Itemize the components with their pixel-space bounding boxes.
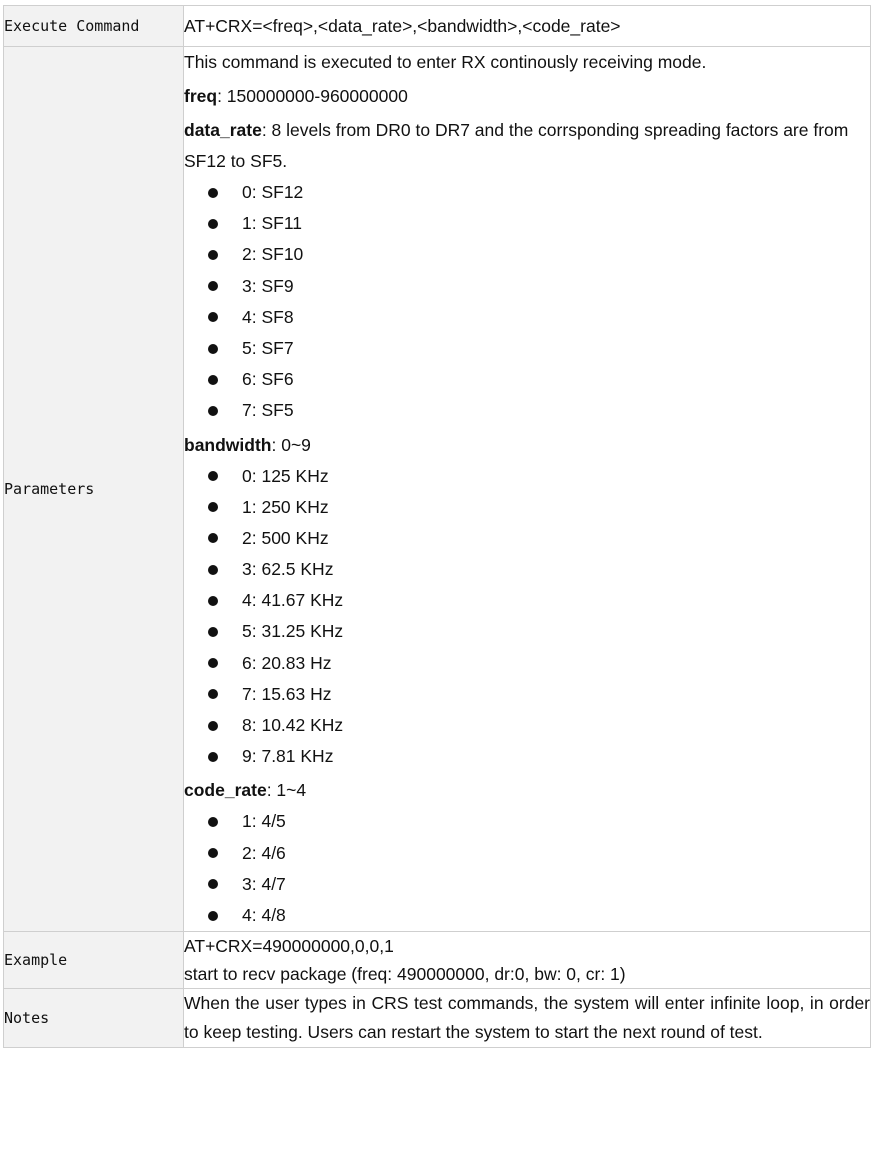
list-item-text: 2: SF10 (242, 244, 304, 265)
bullet-icon (208, 249, 218, 260)
list-item: 4: SF8 (184, 302, 870, 333)
data-rate-list: 0: SF12 1: SF11 2: SF10 3: SF9 4: SF8 5: SF7 6… (184, 177, 870, 427)
list-item-text: 2: 500 KHz (242, 527, 329, 548)
param-code-rate-text: : 1~4 (266, 780, 307, 801)
execute-command-value: AT+CRX=<freq>,<data_rate>,<bandwidth>,<c… (183, 5, 871, 47)
list-item: 2: 500 KHz (184, 523, 870, 554)
list-item-text: 2: 4/6 (242, 842, 286, 863)
list-item-text: 0: 125 KHz (242, 465, 329, 486)
list-item-text: 3: SF9 (242, 275, 294, 296)
bandwidth-list: 0: 125 KHz 1: 250 KHz 2: 500 KHz 3: 62.5 KH… (184, 461, 870, 773)
list-item: 0: SF12 (184, 177, 870, 208)
list-item: 7: 15.63 Hz (184, 679, 870, 710)
parameters-intro: This command is executed to enter RX con… (184, 52, 707, 72)
param-bandwidth-text: : 0~9 (271, 434, 311, 455)
bullet-icon (208, 879, 218, 890)
list-item-text: 3: 4/7 (242, 873, 286, 894)
list-item: 4: 41.67 KHz (184, 585, 870, 616)
bullet-icon (208, 848, 218, 859)
bullet-icon (208, 533, 218, 544)
list-item: 6: SF6 (184, 364, 870, 395)
list-item: 0: 125 KHz (184, 461, 870, 492)
row-parameters: Parameters This command is executed to e… (3, 45, 871, 933)
bullet-icon (208, 816, 218, 827)
list-item: 4: 4/8 (184, 900, 870, 931)
param-code-rate-name: code_rate (184, 780, 267, 801)
bullet-icon (208, 343, 218, 354)
list-item: 1: SF11 (184, 208, 870, 239)
bullet-icon (208, 374, 218, 385)
row-execute-command: Execute Command AT+CRX=<freq>,<data_rate… (3, 5, 871, 47)
list-item: 8: 10.42 KHz (184, 710, 870, 741)
list-item: 2: SF10 (184, 239, 870, 270)
bullet-icon (208, 218, 218, 229)
bullet-icon (208, 627, 218, 638)
list-item-text: 5: 31.25 KHz (242, 621, 344, 642)
list-item-text: 1: 4/5 (242, 811, 286, 832)
list-item-text: 0: SF12 (242, 182, 304, 202)
list-item-text: 6: 20.83 Hz (242, 652, 332, 673)
notes-value: When the user types in CRS test commands… (183, 988, 871, 1049)
list-item: 6: 20.83 Hz (184, 648, 870, 679)
list-item-text: 8: 10.42 KHz (242, 715, 344, 735)
bullet-icon (208, 187, 218, 198)
bullet-icon (208, 689, 218, 700)
list-item: 3: 62.5 KHz (184, 554, 870, 585)
list-item-text: 4: SF8 (242, 306, 294, 327)
param-code-rate: code_rate: 1~4 (184, 775, 870, 806)
list-item: 5: 31.25 KHz (184, 616, 870, 647)
list-item-text: 1: 250 KHz (242, 496, 329, 517)
bullet-icon (208, 658, 218, 669)
command-table: Execute Command AT+CRX=<freq>,<data_rate… (3, 5, 871, 1049)
example-command: AT+CRX=490000000,0,0,1 (184, 936, 394, 957)
bullet-icon (208, 564, 218, 575)
parameters-value: This command is executed to enter RX con… (183, 45, 871, 933)
label-notes: Notes (3, 988, 184, 1049)
label-example: Example (3, 931, 184, 990)
list-item-text: 7: SF5 (242, 400, 294, 421)
list-item: 2: 4/6 (184, 838, 870, 869)
list-item-text: 9: 7.81 KHz (242, 746, 334, 767)
param-data-rate-name: data_rate (184, 120, 262, 140)
list-item-text: 7: 15.63 Hz (242, 683, 332, 704)
bullet-icon (208, 502, 218, 513)
list-item-text: 6: SF6 (242, 369, 294, 390)
param-freq-text: : 150000000-960000000 (217, 86, 408, 106)
param-data-rate-text: : 8 levels from DR0 to DR7 and the corrs… (184, 120, 849, 171)
bullet-icon (208, 751, 218, 762)
param-freq-name: freq (184, 86, 218, 106)
list-item-text: 5: SF7 (242, 337, 294, 358)
code-rate-list: 1: 4/5 2: 4/6 3: 4/7 4: 4/8 (184, 806, 870, 931)
param-data-rate: data_rate: 8 levels from DR0 to DR7 and … (184, 115, 870, 177)
list-item: 9: 7.81 KHz (184, 741, 870, 772)
bullet-icon (208, 281, 218, 292)
bullet-icon (208, 312, 218, 323)
param-bandwidth-name: bandwidth (184, 434, 272, 455)
list-item: 1: 250 KHz (184, 492, 870, 523)
bullet-icon (208, 910, 218, 921)
label-parameters: Parameters (3, 45, 184, 933)
list-item: 1: 4/5 (184, 806, 870, 837)
bullet-icon (208, 405, 218, 416)
list-item: 3: 4/7 (184, 869, 870, 900)
list-item-text: 1: SF11 (242, 213, 302, 234)
param-freq: freq: 150000000-960000000 (184, 81, 870, 112)
example-value: AT+CRX=490000000,0,0,1 start to recv pac… (183, 931, 871, 990)
bullet-icon (208, 471, 218, 482)
bullet-icon (208, 595, 218, 606)
bullet-icon (208, 720, 218, 731)
list-item: 3: SF9 (184, 271, 870, 302)
list-item-text: 3: 62.5 KHz (242, 559, 334, 580)
label-execute-command: Execute Command (3, 5, 184, 47)
list-item: 5: SF7 (184, 333, 870, 364)
row-example: Example AT+CRX=490000000,0,0,1 start to … (3, 931, 871, 990)
param-bandwidth: bandwidth: 0~9 (184, 430, 870, 461)
list-item-text: 4: 4/8 (242, 904, 286, 925)
row-notes: Notes When the user types in CRS test co… (3, 988, 871, 1049)
list-item: 7: SF5 (184, 395, 870, 426)
example-description: start to recv package (freq: 490000000, … (184, 964, 626, 985)
list-item-text: 4: 41.67 KHz (242, 590, 344, 611)
